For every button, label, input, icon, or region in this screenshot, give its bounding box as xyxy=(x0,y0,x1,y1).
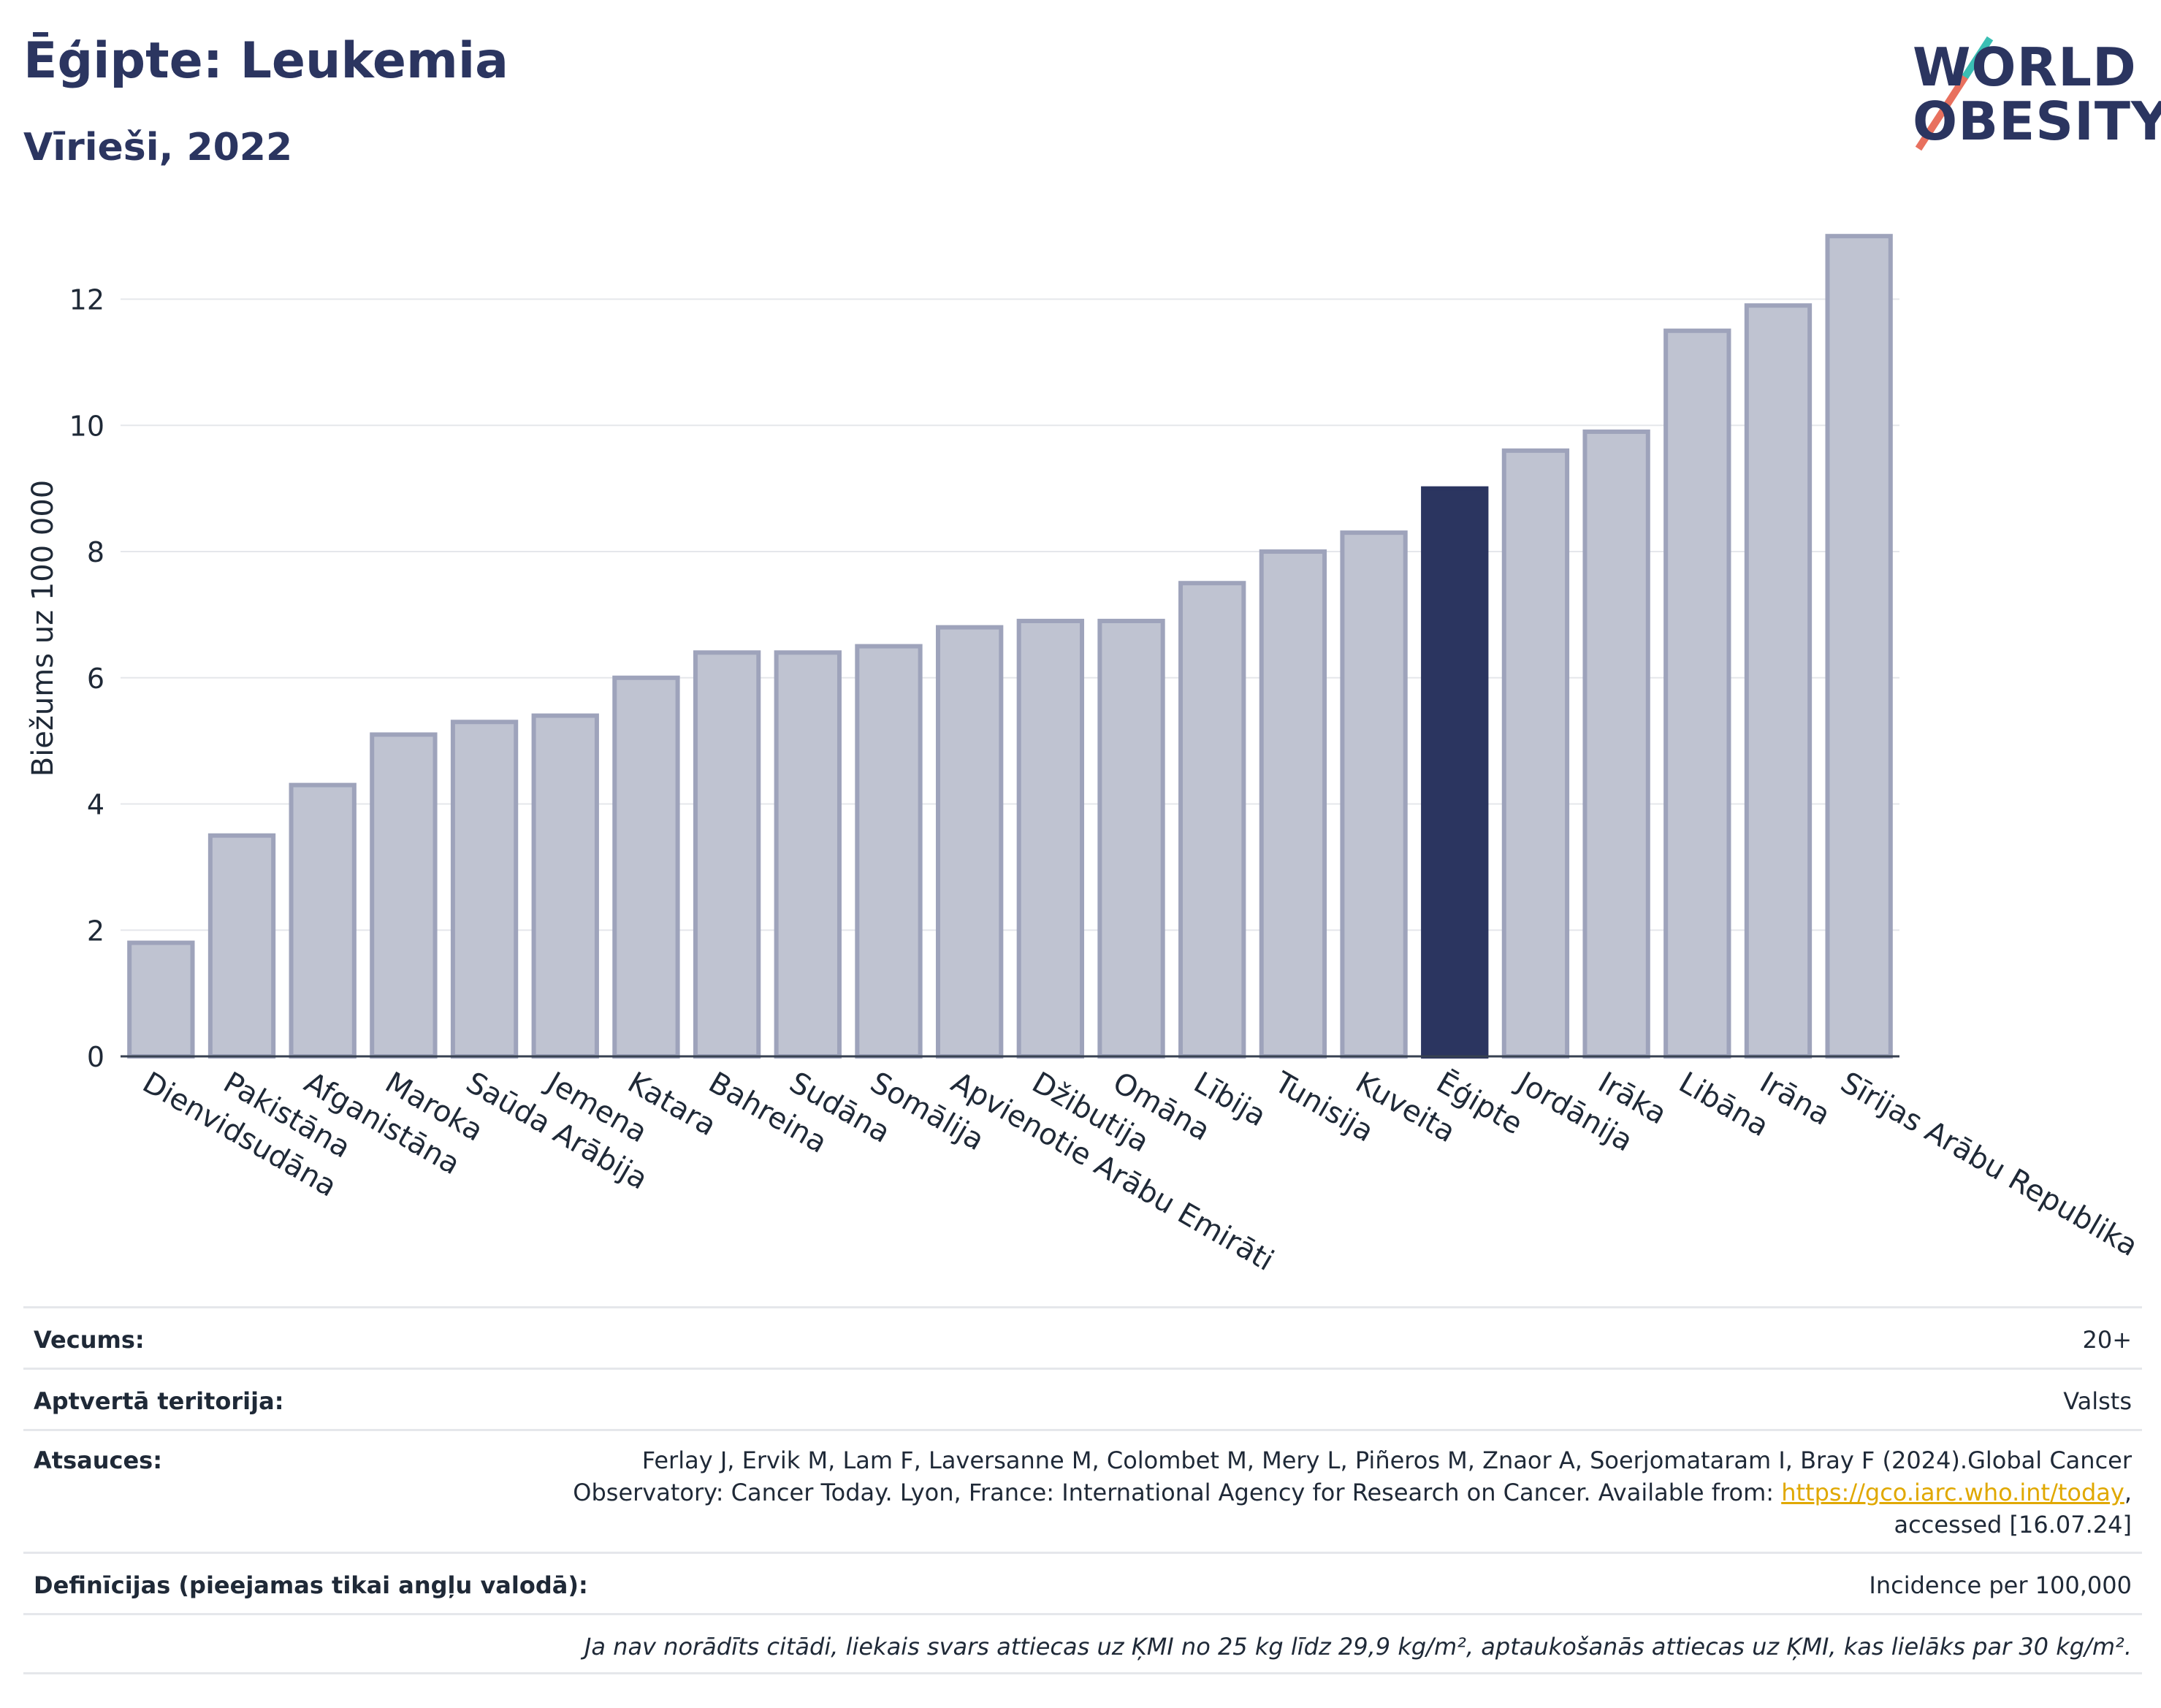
meta-row-age: Vecums: 20+ xyxy=(23,1306,2142,1368)
y-tick-label: 10 xyxy=(69,410,104,442)
page-title: Ēģipte: Leukemia xyxy=(23,32,509,90)
bar xyxy=(1501,448,1570,1059)
meta-row-territory: Aptvertā teritorija: Valsts xyxy=(23,1368,2142,1429)
page-subtitle: Vīrieši, 2022 xyxy=(23,126,293,169)
y-tick-label: 4 xyxy=(87,789,104,821)
x-tick-label: Sīrijas Arābu Republika xyxy=(1835,1066,2143,1263)
y-axis-label: Biežums uz 100 000 xyxy=(26,480,60,777)
bar xyxy=(1016,619,1085,1059)
metadata-table: Vecums: 20+ Aptvertā teritorija: Valsts … xyxy=(23,1306,2142,1674)
bar xyxy=(450,720,519,1059)
bar xyxy=(127,940,195,1059)
logo-line-2: OBESITY xyxy=(1913,91,2161,152)
bar-chart: 0 2 4 6 8 10 12 DienvidsudānaPakistānaAfganist… xyxy=(26,234,2143,1278)
bar xyxy=(1744,303,1813,1059)
bar xyxy=(1663,328,1731,1059)
meta-row-note: Ja nav norādīts citādi, liekais svars at… xyxy=(23,1613,2142,1674)
bar xyxy=(1259,549,1327,1059)
bar xyxy=(1097,619,1165,1059)
definitions-value: Incidence per 100,000 xyxy=(1869,1571,2132,1599)
chart-bars xyxy=(127,234,1893,1059)
references-line-3: accessed [16.07.24] xyxy=(1894,1511,2132,1539)
definitions-label: Definīcijas (pieejamas tikai angļu valod… xyxy=(34,1571,588,1599)
age-value: 20+ xyxy=(2082,1326,2132,1354)
references-label: Atsauces: xyxy=(34,1446,162,1474)
y-tick-label: 2 xyxy=(87,915,104,947)
x-axis-ticks: DienvidsudānaPakistānaAfganistānaMarokaS… xyxy=(137,1064,2143,1278)
y-axis-ticks: 0 2 4 6 8 10 12 xyxy=(69,284,104,1073)
bar xyxy=(855,644,923,1059)
y-tick-label: 0 xyxy=(87,1041,104,1073)
territory-value: Valsts xyxy=(2063,1387,2132,1415)
references-line-2-pre: Observatory: Cancer Today. Lyon, France:… xyxy=(573,1479,1782,1506)
bar xyxy=(531,713,599,1059)
bar xyxy=(935,625,1004,1059)
bar xyxy=(693,650,761,1059)
age-label: Vecums: xyxy=(34,1326,145,1354)
meta-row-definitions: Definīcijas (pieejamas tikai angļu valod… xyxy=(23,1552,2142,1613)
bar xyxy=(612,675,680,1059)
bar xyxy=(289,782,357,1059)
references-value: Ferlay J, Ervik M, Lam F, Laversanne M, … xyxy=(573,1444,2132,1541)
references-link[interactable]: https://gco.iarc.who.int/today xyxy=(1781,1479,2124,1506)
bar xyxy=(207,833,276,1059)
x-tick-label: Libāna xyxy=(1673,1066,1774,1143)
y-tick-label: 12 xyxy=(69,284,104,316)
bar xyxy=(774,650,842,1059)
bar xyxy=(370,732,438,1059)
references-line-1: Ferlay J, Ervik M, Lam F, Laversanne M, … xyxy=(641,1446,2132,1474)
references-line-2-post: , xyxy=(2124,1479,2132,1506)
bar xyxy=(1582,429,1650,1059)
bar xyxy=(1421,486,1489,1059)
logo-line-1: WORLD xyxy=(1913,37,2137,98)
bar xyxy=(1825,234,1893,1059)
world-obesity-logo: WORLD OBESITY xyxy=(1899,22,2161,153)
meta-row-references: Atsauces: Ferlay J, Ervik M, Lam F, Lave… xyxy=(23,1429,2142,1552)
bar xyxy=(1340,530,1408,1059)
y-tick-label: 6 xyxy=(87,663,104,695)
y-tick-label: 8 xyxy=(87,536,104,568)
bar xyxy=(1178,581,1246,1059)
territory-label: Aptvertā teritorija: xyxy=(34,1387,284,1415)
obesity-note: Ja nav norādīts citādi, liekais svars at… xyxy=(584,1633,2132,1661)
